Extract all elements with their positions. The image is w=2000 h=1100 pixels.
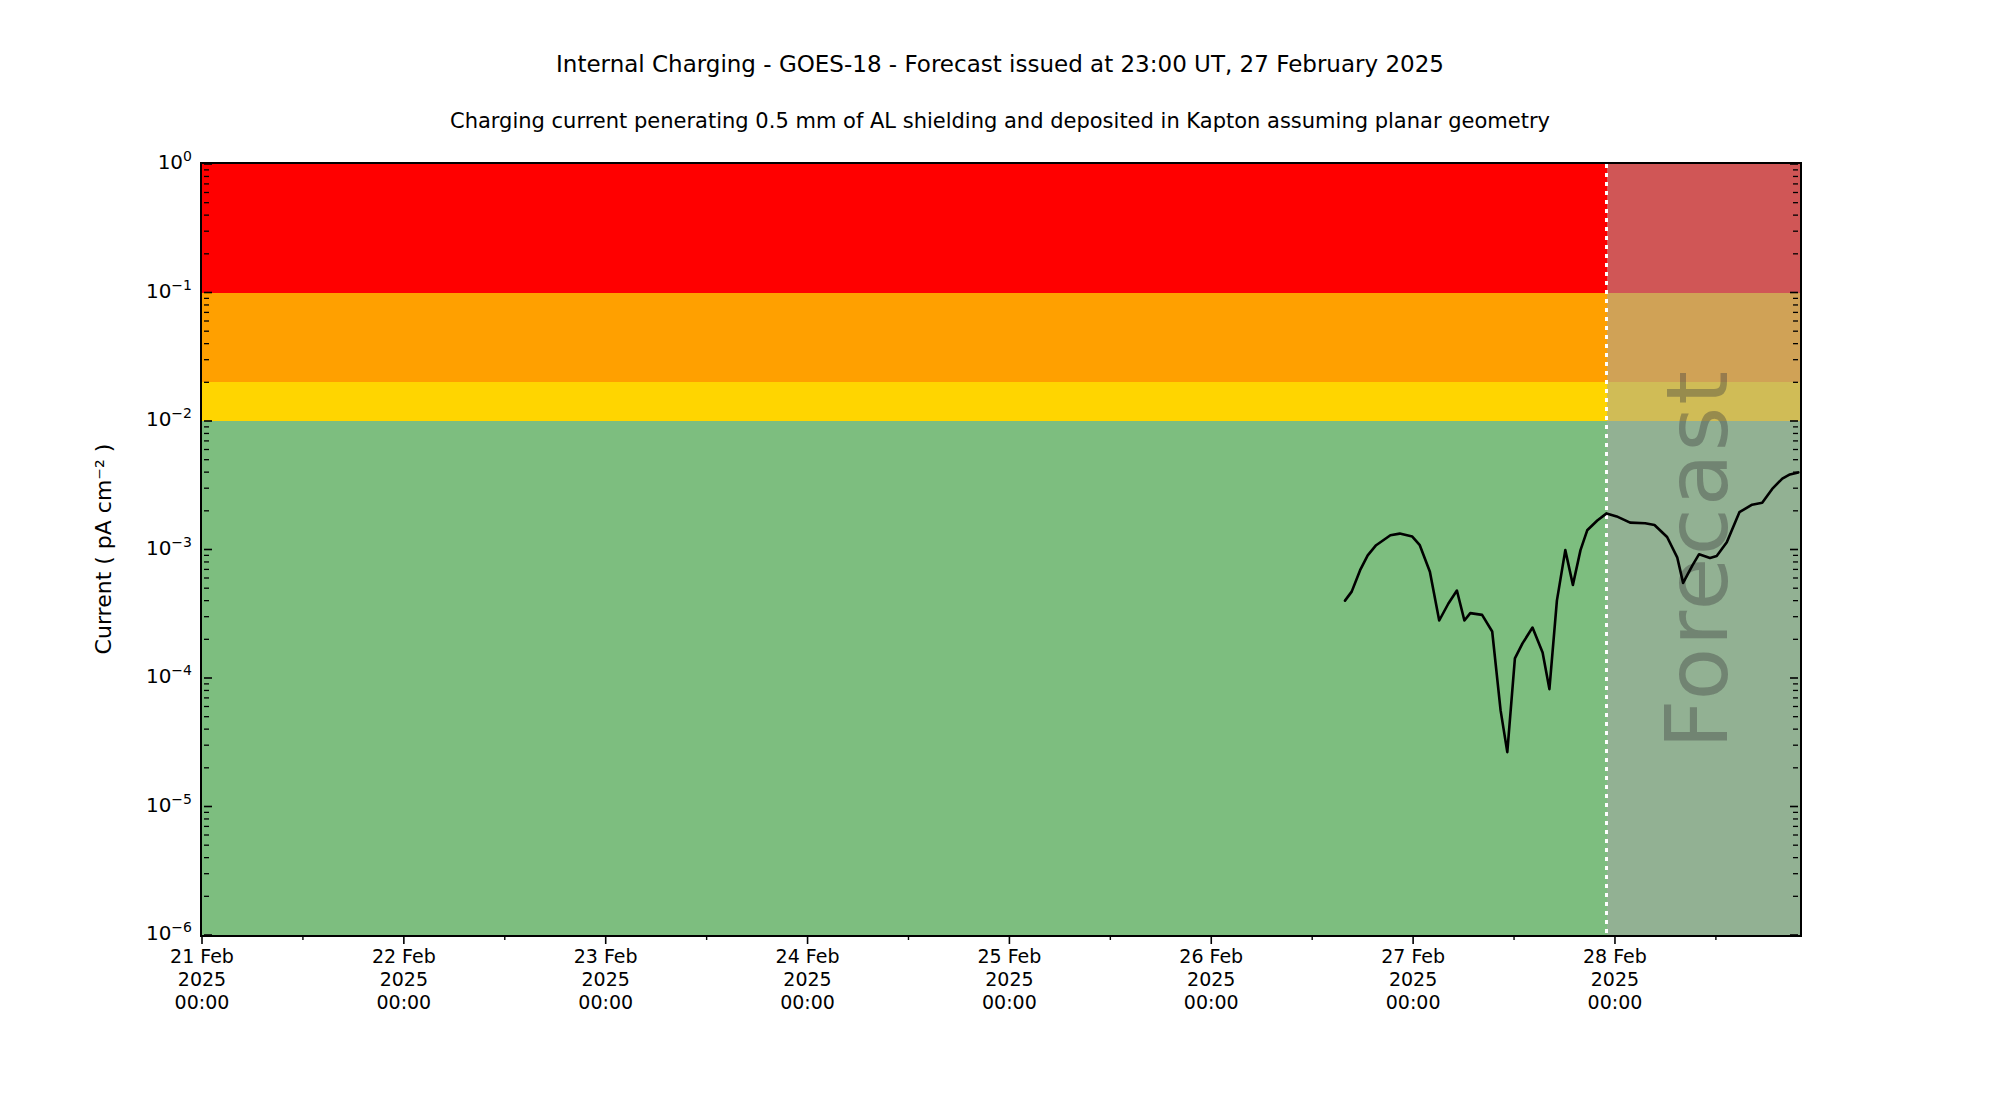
chart-title: Internal Charging - GOES-18 - Forecast i…: [0, 50, 2000, 78]
x-tick-label: 22 Feb 2025 00:00: [324, 945, 484, 1014]
y-tick-label: 10−3: [82, 536, 192, 560]
plot-area: Forecast: [200, 162, 1802, 937]
forecast-start-divider: [1605, 164, 1608, 935]
threat-band-yellow: [202, 382, 1800, 421]
y-tick-label: 10−2: [82, 407, 192, 431]
y-tick-label: 10−4: [82, 664, 192, 688]
threat-band-red: [202, 164, 1800, 293]
y-tick-label: 10−6: [82, 921, 192, 945]
x-tick-label: 21 Feb 2025 00:00: [122, 945, 282, 1014]
x-tick-label: 25 Feb 2025 00:00: [929, 945, 1089, 1014]
x-tick-label: 24 Feb 2025 00:00: [728, 945, 888, 1014]
y-tick-label: 100: [82, 150, 192, 174]
x-tick-label: 26 Feb 2025 00:00: [1131, 945, 1291, 1014]
chart-subtitle: Charging current penerating 0.5 mm of AL…: [0, 108, 2000, 134]
x-tick-label: 27 Feb 2025 00:00: [1333, 945, 1493, 1014]
x-tick-label: 28 Feb 2025 00:00: [1535, 945, 1695, 1014]
threat-band-green: [202, 421, 1800, 935]
forecast-watermark: Forecast: [1647, 369, 1747, 749]
chart-canvas: Internal Charging - GOES-18 - Forecast i…: [0, 0, 2000, 1100]
x-tick-label: 23 Feb 2025 00:00: [526, 945, 686, 1014]
y-tick-label: 10−5: [82, 793, 192, 817]
y-tick-label: 10−1: [82, 279, 192, 303]
threat-band-orange: [202, 293, 1800, 383]
